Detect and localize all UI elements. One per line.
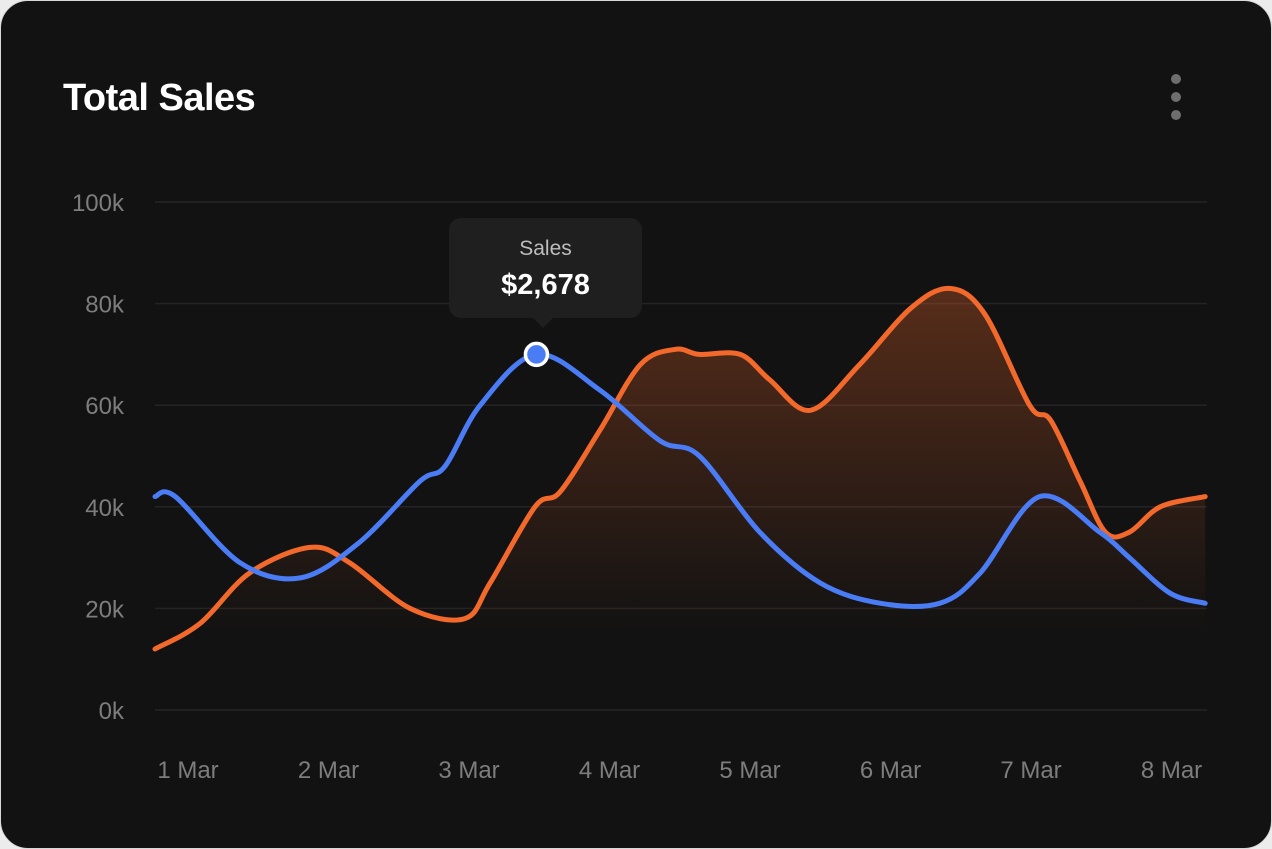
- series-line-0: [152, 351, 1208, 609]
- x-tick-label: 5 Mar: [719, 757, 780, 784]
- y-tick-label: 0k: [99, 698, 125, 725]
- tooltip-label: Sales: [519, 237, 572, 260]
- more-vertical-icon[interactable]: [1161, 69, 1191, 125]
- x-tick-label: 8 Mar: [1141, 757, 1202, 784]
- x-tick-label: 6 Mar: [860, 757, 921, 784]
- x-tick-label: 3 Mar: [438, 757, 499, 784]
- x-tick-label: 4 Mar: [579, 757, 640, 784]
- hover-point-marker[interactable]: [523, 341, 550, 368]
- x-tick-label: 2 Mar: [298, 757, 359, 784]
- y-tick-label: 60k: [85, 393, 125, 420]
- y-tick-label: 40k: [85, 495, 125, 522]
- y-tick-label: 80k: [85, 292, 125, 319]
- tooltip: Sales $2,678: [449, 218, 642, 328]
- y-tick-label: 20k: [85, 596, 125, 623]
- card-title: Total Sales: [63, 77, 256, 119]
- series-line-1: [152, 285, 1208, 652]
- x-tick-label: 7 Mar: [1000, 757, 1061, 784]
- x-tick-label: 1 Mar: [157, 757, 218, 784]
- y-tick-label: 100k: [72, 190, 125, 217]
- series-area-fill: [155, 288, 1206, 649]
- tooltip-value: $2,678: [501, 269, 590, 301]
